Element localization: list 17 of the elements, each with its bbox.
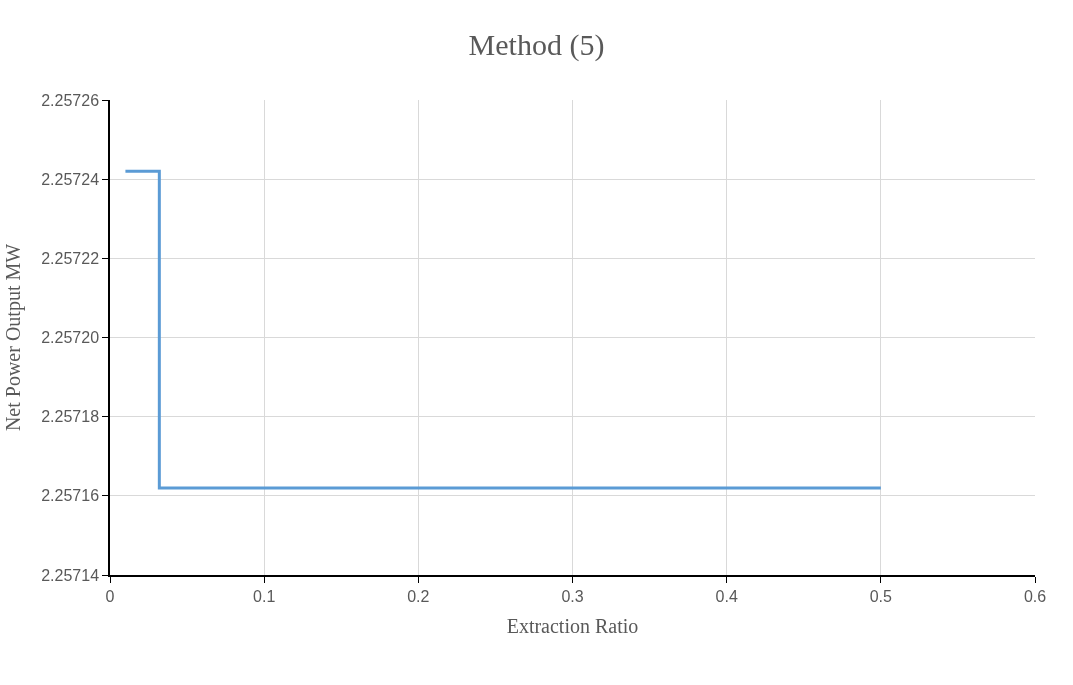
y-tick-label: 2.25720 — [41, 329, 100, 347]
x-tick-label: 0.1 — [253, 587, 276, 605]
y-axis-title: Net Power Output MW — [2, 243, 26, 432]
x-tick-label: 0.2 — [407, 587, 430, 605]
x-axis-title: Extraction Ratio — [506, 614, 639, 637]
x-tick-label: 0.4 — [715, 587, 738, 605]
x-tick-label: 0.3 — [561, 587, 584, 605]
x-tick-label: 0.6 — [1023, 587, 1047, 605]
y-tick-label: 2.25724 — [41, 170, 100, 188]
x-tick-label: 0 — [105, 587, 115, 605]
chart-title: Method (5) — [468, 28, 605, 63]
y-tick-label: 2.25726 — [41, 91, 100, 109]
y-tick-label: 2.25716 — [41, 487, 100, 505]
y-tick-label: 2.25714 — [41, 566, 100, 584]
x-tick-label: 0.5 — [869, 587, 893, 605]
y-tick-label: 2.25722 — [41, 249, 100, 267]
y-tick-label: 2.25718 — [41, 408, 100, 426]
